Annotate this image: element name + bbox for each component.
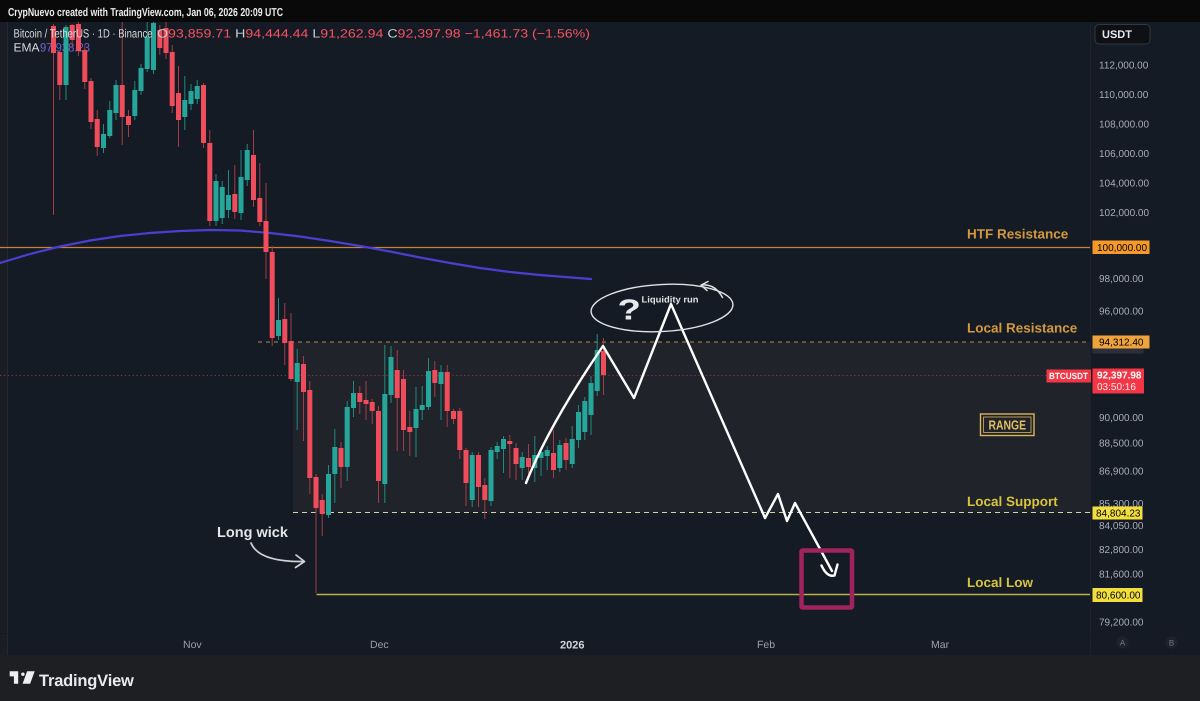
svg-text:Bitcoin / TetherUS · 1D · Bina: Bitcoin / TetherUS · 1D · Binance [14,27,153,41]
svg-text:79,200.00: 79,200.00 [1099,618,1144,629]
svg-text:Dec: Dec [370,639,389,651]
svg-text:110,000.00: 110,000.00 [1099,90,1149,101]
svg-text:CrypNuevo created with Trading: CrypNuevo created with TradingView.com, … [8,7,283,19]
svg-text:92,397.98: 92,397.98 [1097,371,1142,382]
svg-text:85,300.00: 85,300.00 [1099,499,1144,510]
svg-text:Long wick: Long wick [217,525,289,541]
svg-text:94,312.40: 94,312.40 [1099,338,1144,349]
svg-text:84,050.00: 84,050.00 [1099,521,1144,532]
svg-text:82,800.00: 82,800.00 [1099,545,1144,556]
svg-text:?: ? [618,295,641,327]
svg-text:Nov: Nov [183,639,202,651]
svg-text:Local Low: Local Low [967,575,1034,590]
svg-text:BTCUSDT: BTCUSDT [1049,371,1088,381]
svg-text:84,804.23: 84,804.23 [1096,509,1141,520]
svg-text:98,000.00: 98,000.00 [1099,274,1144,285]
svg-text:O93,859.71 H94,444.44 L91,262.: O 93,859.71 H 94,444.44 L 91,262.94 C 92,397… [157,27,590,41]
svg-text:Mar: Mar [931,639,950,651]
svg-text:TradingView: TradingView [39,672,134,690]
svg-text:A: A [1120,639,1126,648]
svg-text:RANGE: RANGE [989,418,1027,433]
svg-text:EMA: EMA [14,41,40,55]
svg-text:81,600.00: 81,600.00 [1099,570,1144,581]
svg-text:Local Resistance: Local Resistance [967,321,1078,336]
svg-text:USDT: USDT [1102,29,1132,41]
svg-text:B: B [1169,639,1174,648]
svg-text:HTF Resistance: HTF Resistance [967,227,1069,242]
svg-text:Liquidity run: Liquidity run [642,295,699,305]
svg-text:03:50:16: 03:50:16 [1097,382,1136,393]
svg-text:86,900.00: 86,900.00 [1099,467,1144,478]
svg-text:108,000.00: 108,000.00 [1099,120,1149,131]
svg-text:88,500.00: 88,500.00 [1099,439,1144,450]
svg-text:Feb: Feb [757,639,775,651]
svg-text:104,000.00: 104,000.00 [1099,179,1149,190]
svg-text:96,000.00: 96,000.00 [1099,307,1144,318]
svg-text:80,600.00: 80,600.00 [1096,591,1141,602]
svg-text:102,000.00: 102,000.00 [1099,208,1149,219]
svg-text:100,000.00: 100,000.00 [1097,243,1147,254]
svg-text:90,000.00: 90,000.00 [1099,413,1144,424]
svg-text:2026: 2026 [560,640,584,652]
svg-text:106,000.00: 106,000.00 [1099,149,1149,160]
svg-text:Local Support: Local Support [967,494,1058,509]
svg-text:112,000.00: 112,000.00 [1099,61,1149,72]
